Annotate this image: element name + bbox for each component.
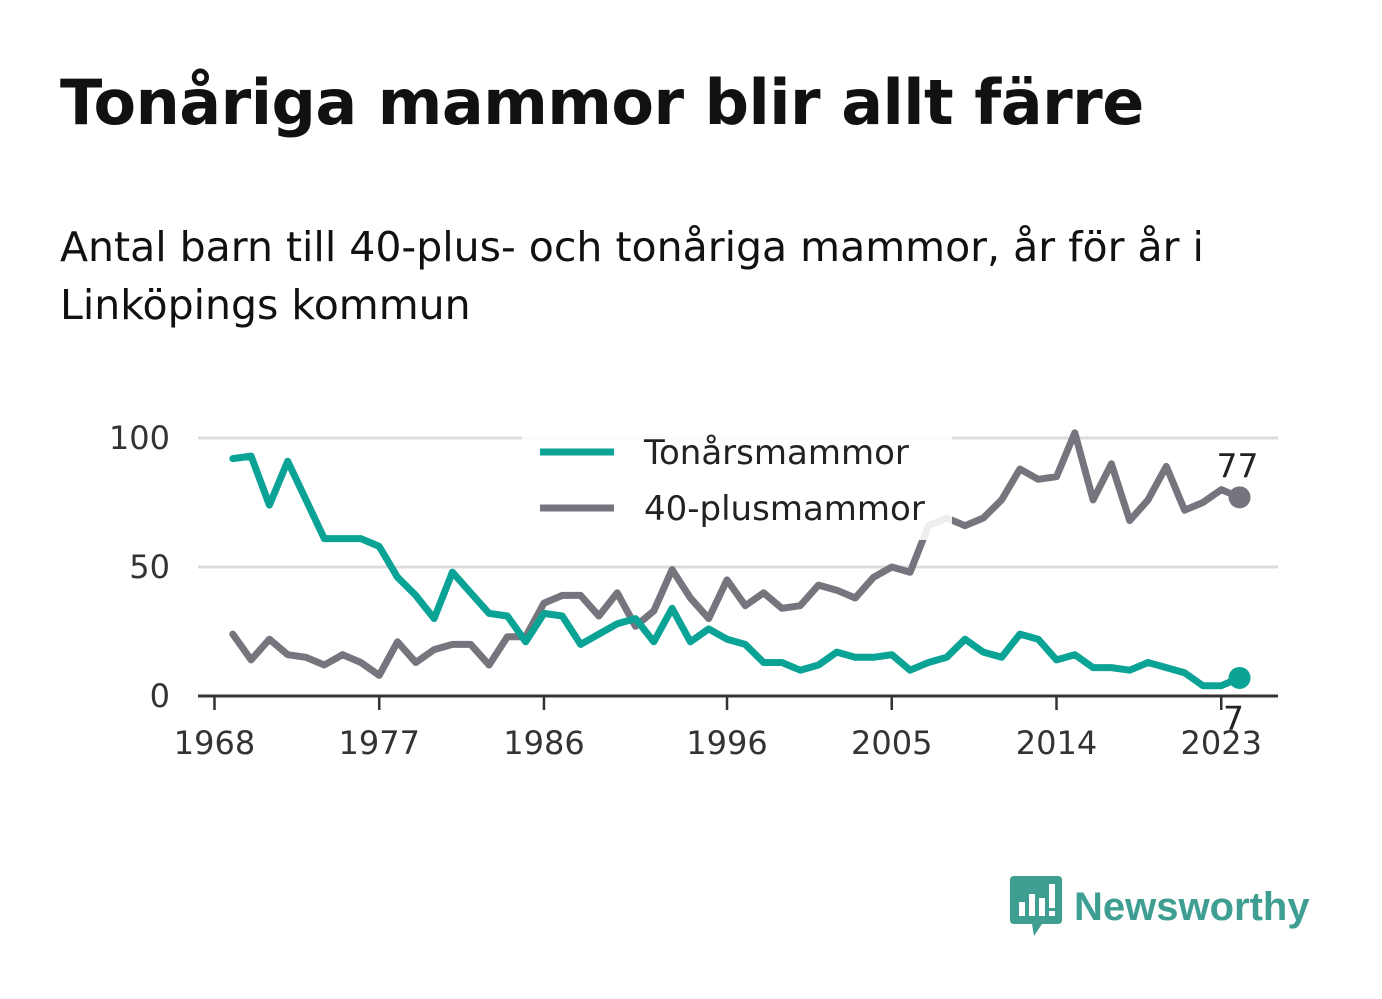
chart-title: Tonåriga mammor blir allt färre [60,66,1144,139]
x-tick-label: 1977 [339,724,420,762]
x-tick-label: 1986 [503,724,584,762]
x-tick-label: 2014 [1016,724,1097,762]
legend: Tonårsmammor 40-plusmammor [522,420,952,540]
y-tick-label: 100 [109,419,170,457]
newsworthy-logo: Newsworthy [1010,876,1310,938]
brand-name: Newsworthy [1074,884,1310,929]
end-labels: 777 [1217,446,1259,738]
end-label-40-plusmammor: 77 [1217,446,1259,485]
series-line-tonarsmammor [229,452,1244,690]
series-end-marker [1228,666,1251,689]
x-tick-label: 2005 [851,724,932,762]
newsworthy-logo-icon [1010,876,1062,936]
series-line-40-plusmammor [229,429,1244,679]
legend-label: Tonårsmammor [643,433,909,473]
end-label-tonarsmammor: 7 [1223,699,1244,738]
y-tick-label: 50 [129,548,170,586]
legend-background [522,420,952,540]
series-end-marker [1228,486,1251,509]
x-axis-ticks: 1968 1977 1986 1996 2005 2014 2023 [174,696,1262,762]
chart-subtitle: Antal barn till 40-plus- och tonåriga ma… [60,223,1204,329]
y-tick-label: 0 [150,677,170,715]
line-chart: 0 50 100 1968 1977 1986 1996 2005 2014 2023 Tonå… [109,419,1278,762]
x-tick-label: 2023 [1181,724,1262,762]
x-tick-label: 1968 [174,724,255,762]
x-tick-label: 1996 [686,724,767,762]
legend-label: 40-plusmammor [644,489,925,529]
y-axis-ticks: 0 50 100 [109,419,170,715]
series-lines [229,429,1251,690]
